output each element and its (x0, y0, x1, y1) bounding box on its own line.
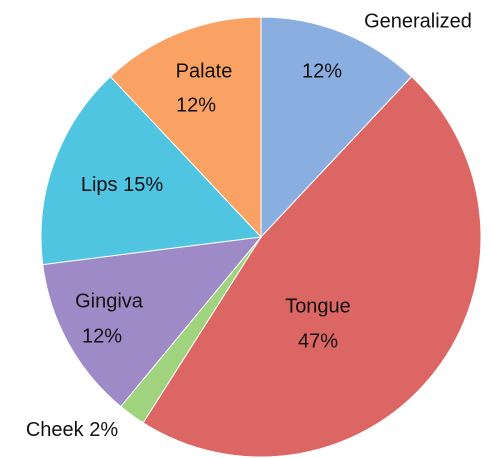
slice-value: 12% (302, 60, 342, 82)
slice-name: Lips (81, 174, 118, 196)
pie-slice (42, 236, 263, 408)
pie-slice (109, 16, 262, 239)
slice-name: Generalized (364, 10, 472, 32)
slice-value: 47% (298, 330, 338, 352)
slice-value: 15% (123, 174, 163, 196)
slice-value: 2% (89, 419, 118, 441)
slice-value: 12% (176, 94, 216, 116)
slice-name: Gingiva (75, 290, 144, 312)
pie-slice (40, 75, 263, 266)
slice-label: Cheek 2% (26, 419, 118, 441)
slice-name: Palate (176, 60, 233, 82)
pie-slice (260, 16, 413, 239)
slice-name: Tongue (285, 295, 351, 317)
slice-label: Lips 15% (81, 174, 164, 196)
slice-value: 12% (82, 325, 122, 347)
slice-name: Cheek (26, 419, 85, 441)
pie-slice (142, 75, 482, 458)
